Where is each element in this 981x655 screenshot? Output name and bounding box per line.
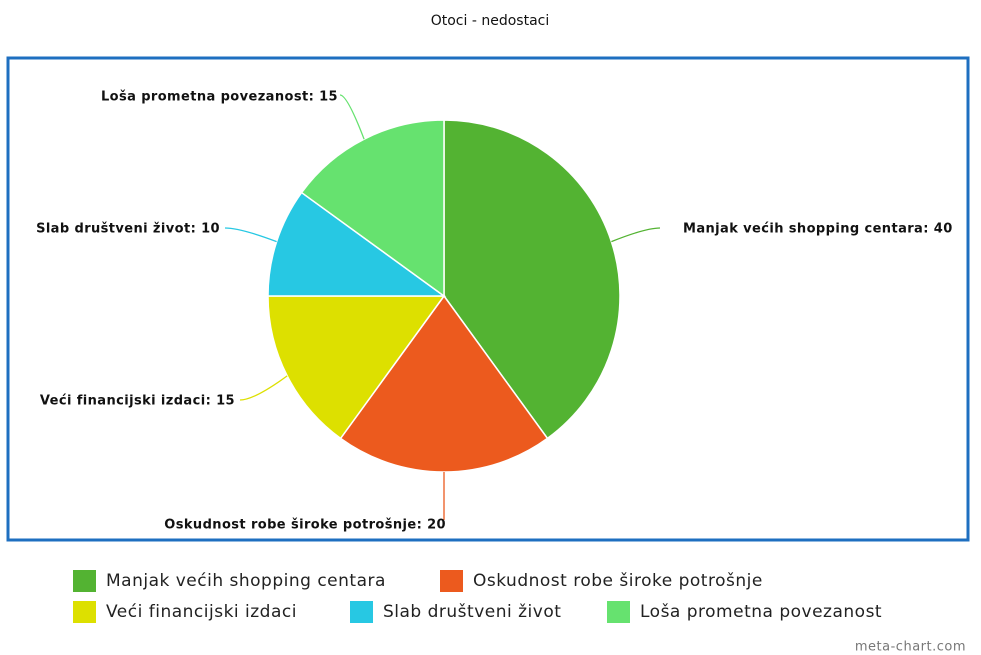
- legend-swatch: [607, 601, 630, 623]
- legend-label: Manjak većih shopping centara: [106, 571, 386, 591]
- pie-slice: [443, 119, 621, 440]
- legend-swatch: [73, 601, 96, 623]
- leader-line: [339, 94, 365, 140]
- legend-label: Veći financijski izdaci: [106, 602, 297, 622]
- legend-swatch: [440, 570, 463, 592]
- legend-swatch: [73, 570, 96, 592]
- pie-slice: [339, 294, 549, 473]
- data-label: Veći financijski izdaci: 15: [40, 394, 235, 409]
- data-label: Manjak većih shopping centara: 40: [683, 222, 953, 237]
- legend-label: Loša prometna povezanost: [640, 602, 882, 622]
- pie-slice: [267, 295, 446, 440]
- pie-slice: [267, 191, 447, 297]
- legend-label: Oskudnost robe široke potrošnje: [473, 571, 763, 591]
- legend-swatch: [350, 601, 373, 623]
- leader-line: [224, 227, 277, 243]
- chart-title: Otoci - nedostaci: [431, 13, 550, 29]
- plot-frame: [6, 56, 970, 542]
- data-label: Loša prometna povezanost: 15: [101, 90, 338, 105]
- data-label: Oskudnost robe široke potrošnje: 20: [164, 518, 446, 533]
- leader-line: [239, 375, 288, 401]
- credit: meta-chart.com: [855, 640, 966, 655]
- leader-line: [611, 227, 661, 243]
- legend-label: Slab društveni život: [383, 602, 561, 622]
- pie-slice: [300, 119, 445, 298]
- data-label: Slab društveni život: 10: [36, 222, 220, 237]
